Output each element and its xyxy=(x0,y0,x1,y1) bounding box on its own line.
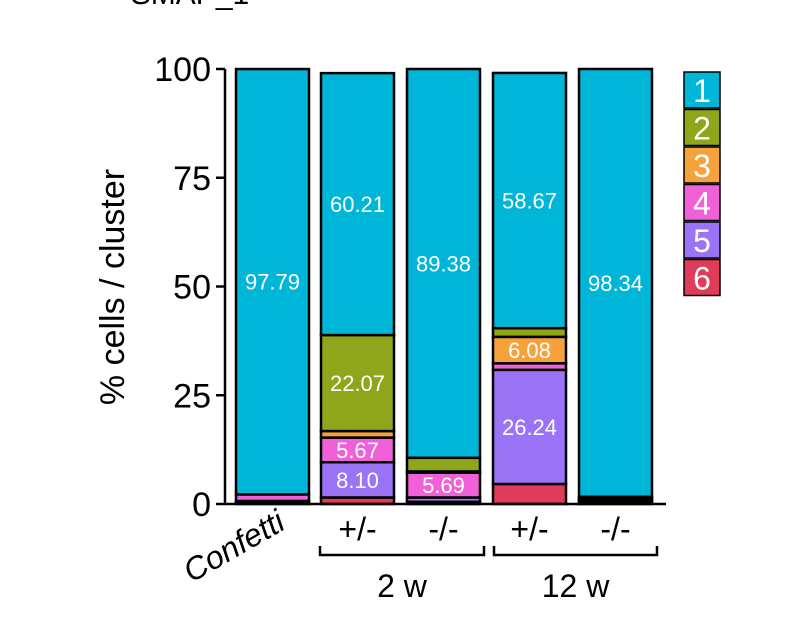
legend-label: 3 xyxy=(693,148,711,184)
bar-segment xyxy=(491,482,568,506)
y-tick-label: 0 xyxy=(192,486,211,524)
data-label: 89.38 xyxy=(416,251,471,276)
legend-swatch xyxy=(683,71,721,109)
legend-swatch xyxy=(683,258,721,297)
data-label: 8.10 xyxy=(336,468,379,493)
legend-label: 6 xyxy=(693,261,711,297)
group-label: 12 w xyxy=(542,568,610,604)
group-label: 2 w xyxy=(377,568,428,604)
x-tick-label: +/- xyxy=(510,511,548,547)
data-label: 6.08 xyxy=(508,338,551,363)
group-bracket xyxy=(492,546,659,557)
legend-label: 5 xyxy=(693,223,711,259)
data-label: 26.24 xyxy=(502,415,557,440)
bar-segment xyxy=(319,71,396,337)
legend-label: 4 xyxy=(693,186,711,222)
bar-segment xyxy=(577,67,654,499)
y-axis-label: % cells / cluster xyxy=(94,169,132,405)
legend-swatch xyxy=(683,108,721,147)
data-labels-layer: 97.79 60.21 22.07 5.67 8.10 89.38 5.69 58.67 6.0… xyxy=(245,189,643,499)
y-tick-label: 50 xyxy=(173,269,211,307)
legend-label: 2 xyxy=(693,111,711,147)
data-label: 58.67 xyxy=(502,189,557,214)
data-label: 5.67 xyxy=(336,438,379,463)
data-label: 98.34 xyxy=(588,271,643,296)
chart-title: SMAP_1 xyxy=(131,0,249,11)
data-label: 22.07 xyxy=(330,371,385,396)
y-tick-label: 75 xyxy=(173,160,211,198)
group-bracket xyxy=(318,546,486,557)
bar-segment xyxy=(319,436,396,464)
bar-segment xyxy=(491,71,568,330)
bar-segment xyxy=(491,326,568,339)
bar-segment xyxy=(319,333,396,433)
data-label: 97.79 xyxy=(245,270,300,295)
bars-layer xyxy=(234,67,654,506)
bar-segment xyxy=(234,67,311,496)
legend-label: 1 xyxy=(693,73,711,109)
legend-swatch xyxy=(683,183,721,222)
y-tick-label: 25 xyxy=(173,377,211,415)
bar-segment xyxy=(319,460,396,499)
bar-segment xyxy=(405,67,482,460)
x-tick-label: +/- xyxy=(338,511,376,547)
data-label: 5.69 xyxy=(422,473,465,498)
x-tick-label: -/- xyxy=(428,511,458,547)
bar-segment xyxy=(405,456,482,473)
data-label: 60.21 xyxy=(330,192,385,217)
y-tick-label: 100 xyxy=(154,51,211,89)
x-tick-label: -/- xyxy=(600,511,630,547)
legend-swatch xyxy=(683,146,721,184)
legend-swatch xyxy=(683,221,721,259)
